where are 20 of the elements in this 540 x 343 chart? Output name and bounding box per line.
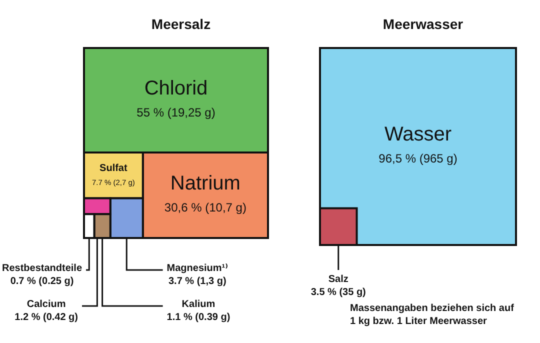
data-label: 1.1 % (0.39 g) (166, 312, 230, 323)
category-label: Natrium (170, 172, 240, 194)
data-label: 1.2 % (0.42 g) (14, 312, 78, 323)
category-label: Wasser (384, 124, 452, 146)
category-label: Salz (328, 274, 348, 285)
text: Massenangaben beziehen sich auf 1 kg bzw. 1 Liter Meerwasser (350, 303, 517, 327)
category-label: Calcium (26, 299, 66, 310)
data-label: 3.5 % (35 g) (310, 287, 366, 298)
data-label: 3.7 % (1,3 g) (168, 276, 226, 287)
data-label: 55 % (19,25 g) (136, 105, 216, 120)
category-label: Kalium (182, 299, 216, 310)
data-label: 30,6 % (10,7 g) (164, 200, 246, 214)
data-label: 0.7 % (0.25 g) (10, 276, 74, 287)
category-label: Restbestandteile (2, 263, 82, 274)
category-label: Magnesium¹⁾ (166, 263, 228, 274)
text: Meersalz (151, 16, 211, 32)
category-label: Sulfat (100, 162, 128, 174)
data-label: 96,5 % (965 g) (378, 152, 458, 166)
text: Meerwasser (382, 16, 464, 32)
category-label: Chlorid (144, 77, 208, 100)
